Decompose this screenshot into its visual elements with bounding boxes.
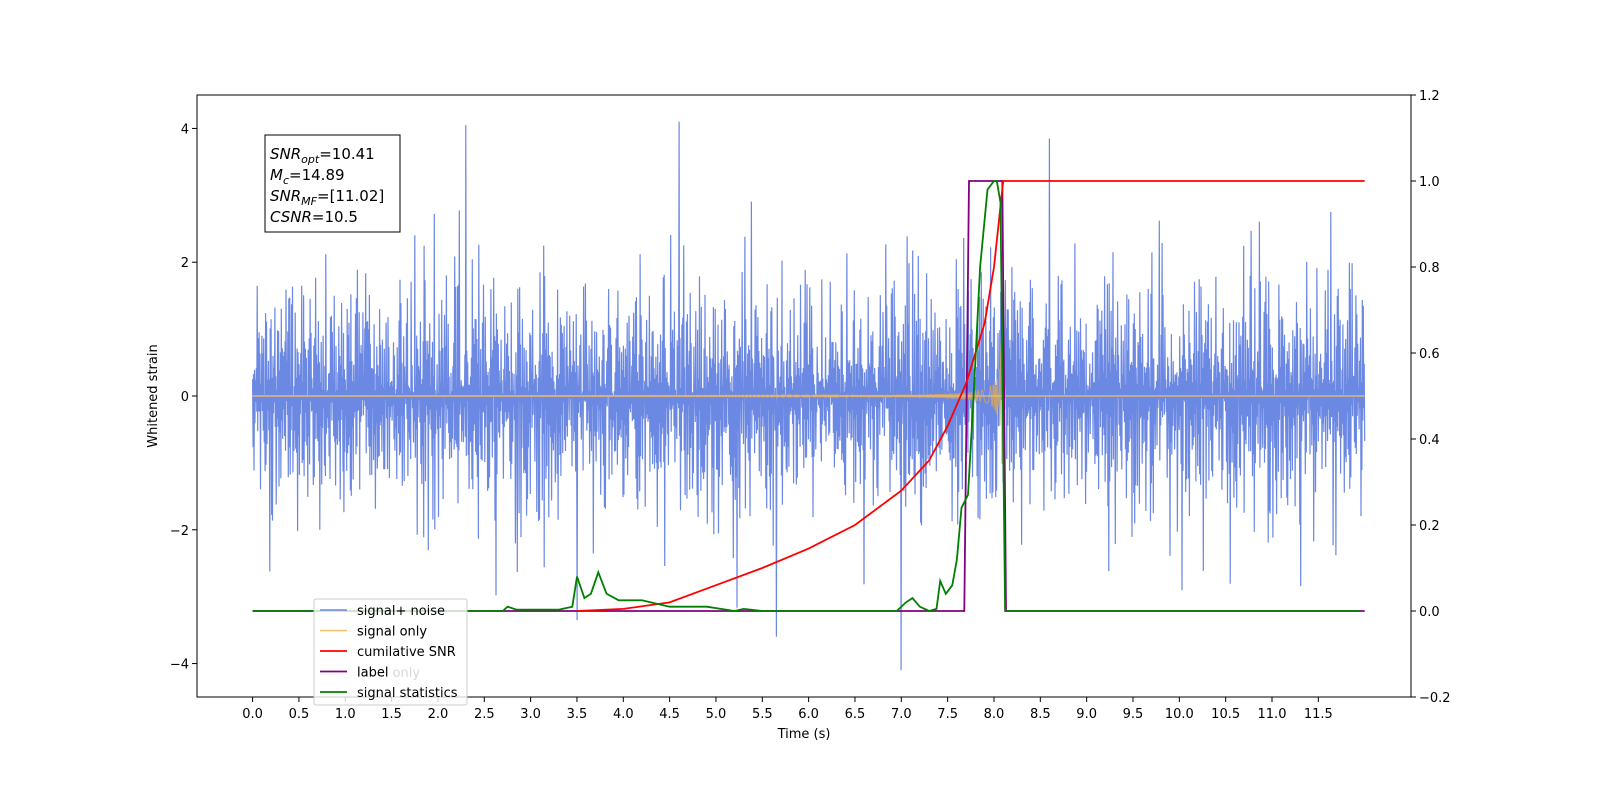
legend-label: signal statistics (357, 686, 458, 701)
x-tick-label: 8.5 (1030, 707, 1051, 722)
x-tick-label: 9.0 (1076, 707, 1097, 722)
x-tick-label: 4.5 (659, 707, 680, 722)
legend-frame (313, 598, 468, 706)
annotation-value: =10.41 (319, 145, 375, 163)
y-axis-left: −4 −2 0 2 4 (170, 122, 197, 673)
x-tick-label: 11.0 (1258, 707, 1287, 722)
legend-ghost-label: signal only (357, 625, 427, 640)
y2-tick-label: 0.2 (1419, 519, 1440, 534)
y-tick-label: 4 (181, 122, 189, 137)
annotation-frame (264, 134, 401, 233)
x-tick-label: 2.5 (474, 707, 495, 722)
x-tick-label: 1.5 (381, 707, 402, 722)
y2-tick-label: 1.0 (1419, 175, 1440, 190)
y-axis-right: −0.2 0.0 0.2 0.4 0.6 0.8 1.0 1.2 (1411, 89, 1451, 706)
y2-tick-label: 1.2 (1419, 89, 1440, 104)
x-axis: 0.0 0.5 1.0 1.5 2.0 2.5 3.0 3.5 4.0 4.5 5.0 5.5 6.0 6… (242, 697, 1333, 722)
annotation-value: =10.5 (312, 208, 358, 226)
annotation-value: =14.89 (289, 166, 345, 184)
series-signal-noise (252, 121, 1366, 671)
annotation-line: Mc=14.89 (270, 166, 345, 187)
x-tick-label: 10.5 (1211, 707, 1240, 722)
annotation-subscript: opt (301, 153, 320, 166)
x-tick-label: 10.0 (1165, 707, 1194, 722)
y-tick-label: 0 (181, 390, 189, 405)
series-cumilative-snr (576, 180, 1365, 612)
x-tick-label: 3.0 (520, 707, 541, 722)
y2-tick-label: 0.0 (1419, 605, 1440, 620)
legend-ghost-label: label only (357, 666, 420, 681)
x-tick-label: 5.0 (706, 707, 727, 722)
x-tick-label: 8.0 (984, 707, 1005, 722)
legend-label: signal+ noise (357, 604, 445, 619)
stats-annotation-box: SNRopt=10.41Mc=14.89SNRMF=[11.02]CSNR=10… (264, 134, 401, 233)
annotation-symbol: M (270, 166, 283, 184)
y-tick-label: −4 (170, 658, 189, 673)
y-tick-label: −2 (170, 524, 189, 539)
y-tick-label: 2 (181, 256, 189, 271)
legend-label: label (357, 666, 388, 681)
x-tick-label: 4.0 (613, 707, 634, 722)
x-tick-label: 3.5 (567, 707, 588, 722)
plot-area (252, 121, 1366, 671)
legend-label: cumilative SNR (357, 645, 456, 660)
annotation-subscript: c (283, 174, 289, 187)
x-tick-label: 2.0 (428, 707, 449, 722)
annotation-line: SNRMF=[11.02] (270, 187, 384, 208)
legend-label: signal only (357, 625, 427, 640)
annotation-symbol: CSNR (270, 208, 312, 226)
x-axis-label: Time (s) (777, 727, 831, 742)
x-tick-label: 9.5 (1123, 707, 1144, 722)
x-tick-label: 5.5 (752, 707, 773, 722)
y2-tick-label: 0.6 (1419, 347, 1440, 362)
y-axis-label: Whitened strain (146, 344, 161, 447)
x-tick-label: 7.5 (937, 707, 958, 722)
x-tick-label: 11.5 (1304, 707, 1333, 722)
y2-tick-label: 0.8 (1419, 261, 1440, 276)
legend: signal only label only signal+ noise signal… (313, 598, 468, 706)
annotation-subscript: MF (301, 195, 317, 208)
x-tick-label: 0.0 (242, 707, 263, 722)
y2-tick-label: 0.4 (1419, 433, 1440, 448)
annotation-symbol: SNR (270, 145, 301, 163)
annotation-symbol: SNR (270, 187, 301, 205)
x-tick-label: 6.0 (798, 707, 819, 722)
x-tick-label: 0.5 (289, 707, 310, 722)
annotation-value: =[11.02] (317, 187, 384, 205)
x-tick-label: 7.0 (891, 707, 912, 722)
y2-tick-label: −0.2 (1419, 691, 1451, 706)
x-tick-label: 6.5 (845, 707, 866, 722)
series-signal-statistics (252, 180, 1360, 612)
x-tick-label: 1.0 (335, 707, 356, 722)
annotation-line: CSNR=10.5 (270, 208, 358, 226)
annotation-line: SNRopt=10.41 (270, 145, 375, 166)
